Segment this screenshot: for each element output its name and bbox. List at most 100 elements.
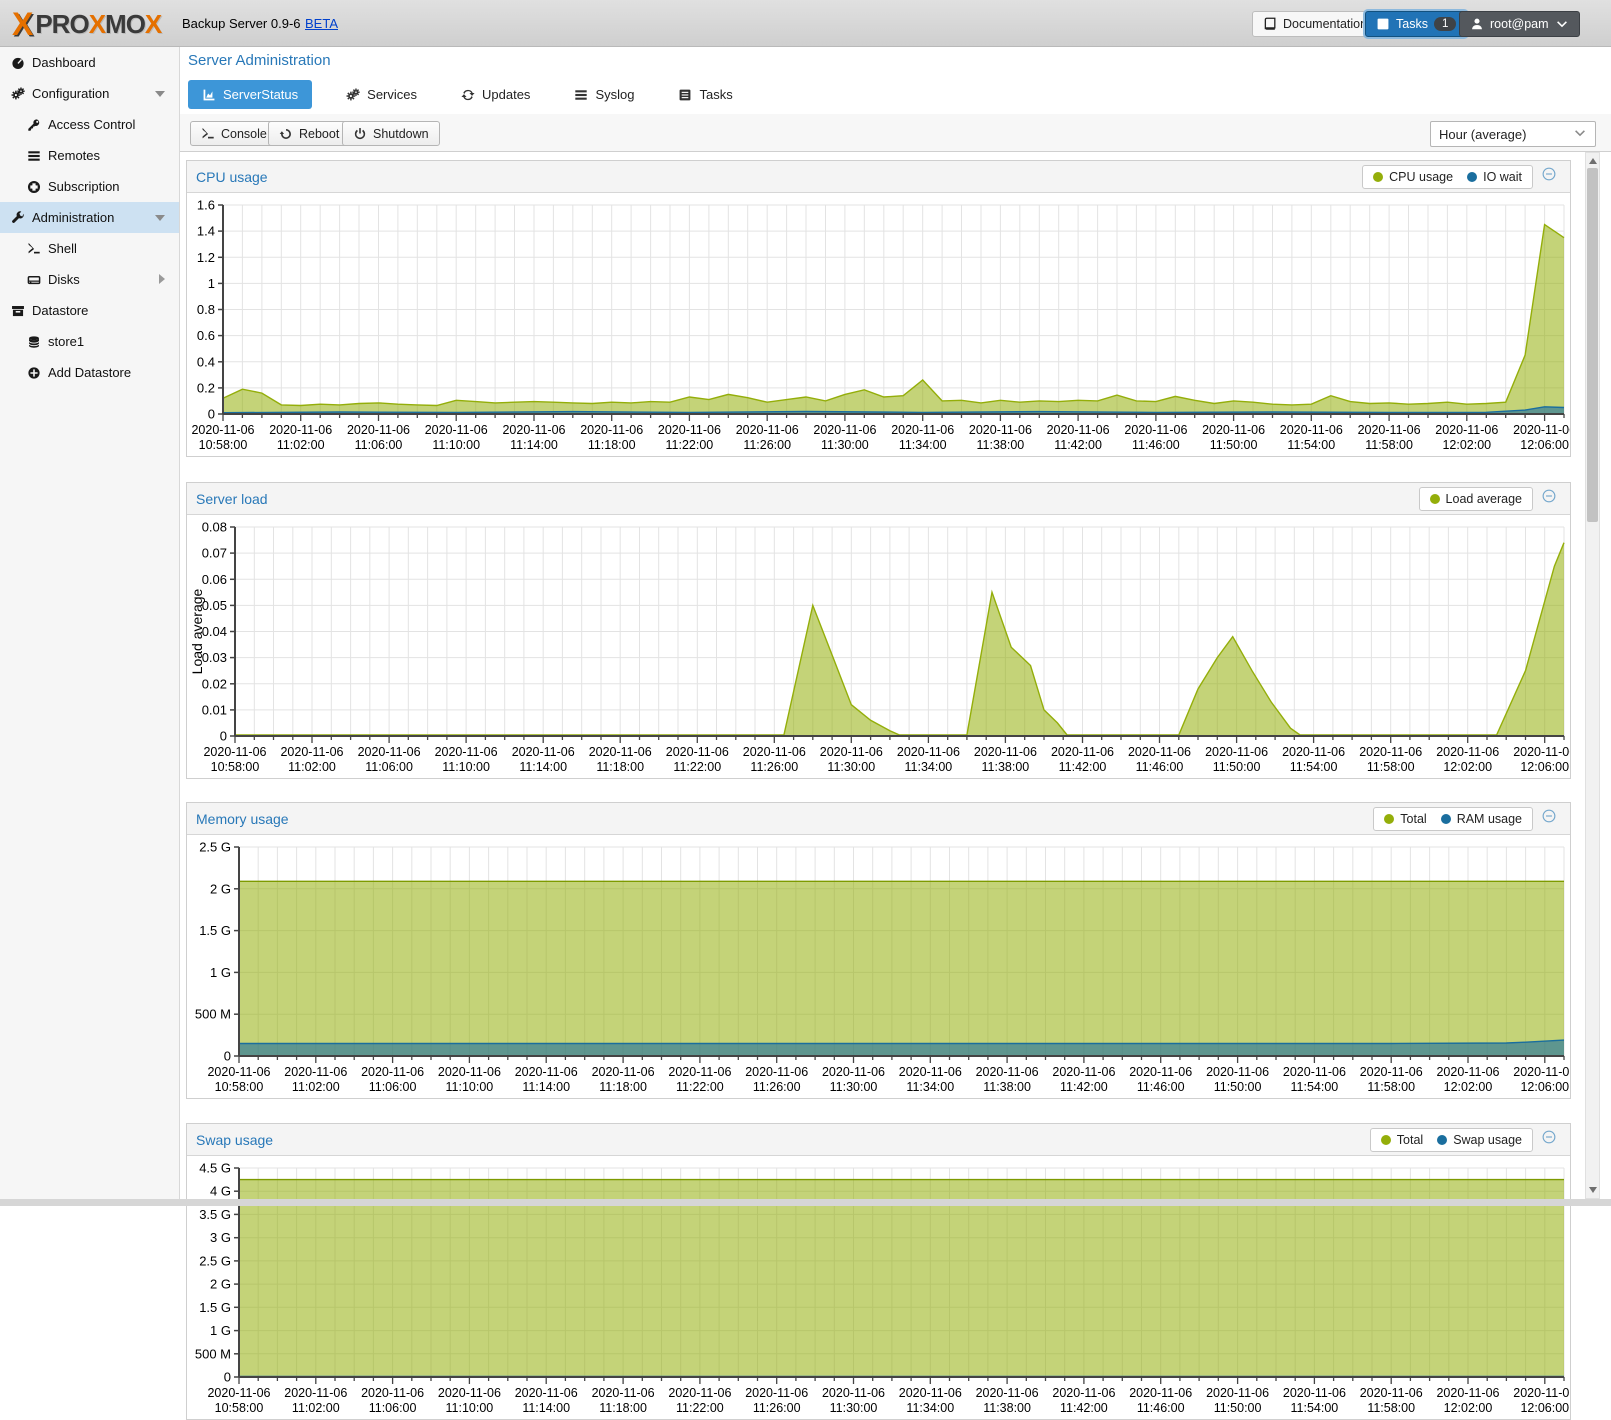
- chevron-right-icon[interactable]: [159, 274, 165, 284]
- svg-text:2020-11-06: 2020-11-06: [1436, 1386, 1499, 1400]
- svg-text:2020-11-06: 2020-11-06: [1513, 1065, 1570, 1079]
- svg-text:12:02:00: 12:02:00: [1443, 760, 1492, 774]
- sidebar-item-store1[interactable]: store1: [0, 326, 179, 357]
- panel-title: Memory usage: [196, 811, 1373, 827]
- svg-text:2020-11-06: 2020-11-06: [1206, 1386, 1269, 1400]
- svg-text:1: 1: [208, 276, 215, 291]
- svg-text:1 G: 1 G: [210, 1323, 231, 1338]
- svg-text:2.5 G: 2.5 G: [199, 840, 231, 855]
- sidebar-nav: Dashboard Configuration Access Control R…: [0, 47, 180, 1199]
- svg-text:2020-11-06: 2020-11-06: [891, 423, 954, 437]
- minus-circle-icon[interactable]: [1542, 489, 1561, 508]
- svg-text:2020-11-06: 2020-11-06: [1052, 1065, 1115, 1079]
- product-version-label: Backup Server 0.9-6: [182, 16, 301, 31]
- sidebar-item-configuration[interactable]: Configuration: [0, 78, 179, 109]
- svg-text:2020-11-06: 2020-11-06: [668, 1065, 731, 1079]
- svg-text:2020-11-06: 2020-11-06: [361, 1386, 424, 1400]
- svg-text:11:10:00: 11:10:00: [432, 438, 480, 452]
- sidebar-item-access-control[interactable]: Access Control: [0, 109, 179, 140]
- reboot-button[interactable]: Reboot: [268, 121, 350, 146]
- svg-text:2020-11-06: 2020-11-06: [899, 1065, 962, 1079]
- swap-usage-chart: 0500 M1 G1.5 G2 G2.5 G3 G3.5 G4 G4.5 G20…: [187, 1156, 1570, 1419]
- svg-text:0.05: 0.05: [202, 598, 227, 613]
- chevron-down-icon[interactable]: [155, 215, 165, 221]
- svg-text:11:46:00: 11:46:00: [1136, 760, 1184, 774]
- sidebar-item-remotes[interactable]: Remotes: [0, 140, 179, 171]
- minus-circle-icon[interactable]: [1542, 167, 1561, 186]
- legend-item: IO wait: [1467, 170, 1522, 184]
- svg-text:2020-11-06: 2020-11-06: [1359, 745, 1422, 759]
- proxmox-logo: X PROXMOX: [12, 6, 161, 43]
- svg-text:2020-11-06: 2020-11-06: [1124, 423, 1187, 437]
- list-rows-icon: [26, 148, 42, 164]
- archive-icon: [10, 303, 26, 319]
- tab-syslog[interactable]: Syslog: [564, 80, 644, 109]
- svg-text:11:26:00: 11:26:00: [743, 438, 791, 452]
- svg-text:11:10:00: 11:10:00: [442, 760, 490, 774]
- svg-text:11:50:00: 11:50:00: [1210, 438, 1258, 452]
- svg-text:11:34:00: 11:34:00: [899, 438, 947, 452]
- scroll-up-icon[interactable]: [1589, 158, 1597, 164]
- minus-circle-icon[interactable]: [1542, 1130, 1561, 1149]
- legend-item: CPU usage: [1373, 170, 1453, 184]
- svg-text:2020-11-06: 2020-11-06: [969, 423, 1032, 437]
- sidebar-item-dashboard[interactable]: Dashboard: [0, 47, 179, 78]
- svg-text:2020-11-06: 2020-11-06: [207, 1065, 270, 1079]
- svg-text:11:46:00: 11:46:00: [1137, 1080, 1185, 1094]
- svg-text:2020-11-06: 2020-11-06: [284, 1065, 347, 1079]
- svg-text:10:58:00: 10:58:00: [215, 1401, 264, 1415]
- tasks-button[interactable]: Tasks 1: [1365, 11, 1467, 37]
- user-icon: [1470, 17, 1484, 31]
- chevron-down-icon[interactable]: [155, 91, 165, 97]
- scrollbar-thumb[interactable]: [1587, 168, 1598, 522]
- tab-serverstatus[interactable]: ServerStatus: [188, 80, 312, 109]
- tab-tasks[interactable]: Tasks: [668, 80, 742, 109]
- cpu-usage-panel: CPU usage CPU usage IO wait 00.20.40.60.…: [186, 160, 1571, 457]
- svg-text:2020-11-06: 2020-11-06: [1283, 1065, 1346, 1079]
- svg-text:2020-11-06: 2020-11-06: [515, 1386, 578, 1400]
- legend-item: RAM usage: [1441, 812, 1522, 826]
- sidebar-item-administration[interactable]: Administration: [0, 202, 179, 233]
- chart-legend: Total Swap usage: [1370, 1128, 1533, 1152]
- svg-text:2020-11-06: 2020-11-06: [1047, 423, 1110, 437]
- task-list-icon: [678, 88, 692, 102]
- swap-usage-legend-dot: [1437, 1135, 1447, 1145]
- book-icon: [1263, 17, 1277, 31]
- svg-text:2020-11-06: 2020-11-06: [361, 1065, 424, 1079]
- scroll-down-icon[interactable]: [1589, 1187, 1597, 1193]
- time-range-select[interactable]: Hour (average): [1430, 121, 1596, 147]
- user-menu-button[interactable]: root@pam: [1459, 11, 1580, 37]
- vertical-scrollbar[interactable]: [1585, 152, 1600, 1199]
- sidebar-item-shell[interactable]: Shell: [0, 233, 179, 264]
- svg-text:11:58:00: 11:58:00: [1365, 438, 1413, 452]
- svg-text:11:06:00: 11:06:00: [369, 1080, 417, 1094]
- console-button[interactable]: Console: [190, 121, 278, 146]
- svg-text:12:06:00: 12:06:00: [1520, 760, 1569, 774]
- sidebar-item-disks[interactable]: Disks: [0, 264, 179, 295]
- tab-updates[interactable]: Updates: [451, 80, 540, 109]
- documentation-button[interactable]: Documentation: [1252, 11, 1378, 37]
- lifering-icon: [26, 179, 42, 195]
- svg-text:1 G: 1 G: [210, 965, 231, 980]
- tab-services[interactable]: Services: [336, 80, 427, 109]
- sidebar-item-add-datastore[interactable]: Add Datastore: [0, 357, 179, 388]
- shutdown-button[interactable]: Shutdown: [342, 121, 440, 146]
- sidebar-item-datastore[interactable]: Datastore: [0, 295, 179, 326]
- sidebar-item-subscription[interactable]: Subscription: [0, 171, 179, 202]
- svg-text:3 G: 3 G: [210, 1230, 231, 1245]
- minus-circle-icon[interactable]: [1542, 809, 1561, 828]
- top-header-bar: X PROXMOX Backup Server 0.9-6 BETA Docum…: [0, 0, 1611, 47]
- svg-text:11:50:00: 11:50:00: [1213, 760, 1261, 774]
- svg-text:2020-11-06: 2020-11-06: [592, 1065, 655, 1079]
- svg-text:1.5 G: 1.5 G: [199, 1300, 231, 1315]
- svg-text:12:02:00: 12:02:00: [1444, 1401, 1493, 1415]
- server-load-panel: Server load Load average 00.010.020.030.…: [186, 482, 1571, 779]
- server-load-chart: 00.010.020.030.040.050.060.070.082020-11…: [187, 515, 1570, 778]
- svg-text:2020-11-06: 2020-11-06: [813, 423, 876, 437]
- svg-text:2020-11-06: 2020-11-06: [191, 423, 254, 437]
- beta-link[interactable]: BETA: [305, 16, 338, 31]
- svg-text:2020-11-06: 2020-11-06: [1283, 1386, 1346, 1400]
- ram-usage-legend-dot: [1441, 814, 1451, 824]
- svg-text:0.02: 0.02: [202, 676, 227, 691]
- svg-text:2020-11-06: 2020-11-06: [736, 423, 799, 437]
